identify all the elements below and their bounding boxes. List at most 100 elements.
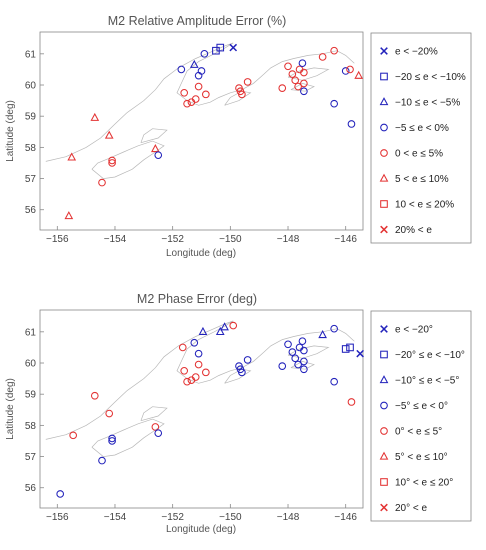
phase-data-point <box>288 348 297 356</box>
phase-data-point <box>154 429 163 437</box>
amplitude-y-tick-label: 60 <box>25 81 37 92</box>
phase-data-point <box>194 349 203 358</box>
amplitude-data-point <box>243 78 252 86</box>
phase-x-tick-label: −146 <box>334 512 357 523</box>
amplitude-data-point <box>300 68 308 77</box>
amplitude-data-point <box>64 211 74 220</box>
phase-coastline-segment <box>45 320 355 440</box>
amplitude-data-point <box>200 50 209 58</box>
amplitude-coastline-segment <box>140 128 168 144</box>
amplitude-data-point <box>354 70 364 79</box>
phase-legend-label: e < −20° <box>395 325 433 336</box>
phase-coastline-segment <box>140 406 168 422</box>
amplitude-data-point <box>330 46 338 55</box>
amplitude-data-point <box>300 79 308 88</box>
phase-legend-marker <box>380 427 388 435</box>
amplitude-x-tick-label: −148 <box>277 234 300 245</box>
phase-data-point <box>194 360 203 369</box>
phase-data-point <box>298 337 307 346</box>
amplitude-x-tick-label: −146 <box>334 234 357 245</box>
amplitude-data-point <box>90 112 100 121</box>
phase-chart-title: M2 Phase Error (deg) <box>137 292 257 306</box>
phase-data-point <box>105 409 114 418</box>
phase-data-point <box>356 349 364 358</box>
amplitude-data-point <box>108 159 116 167</box>
amplitude-legend-marker <box>380 47 388 55</box>
amplitude-legend-label: 5 < e ≤ 10% <box>395 174 449 185</box>
phase-y-axis-label: Latitude (deg) <box>5 378 16 440</box>
amplitude-y-tick-label: 56 <box>25 205 37 216</box>
phase-data-point <box>284 340 292 349</box>
phase-legend-marker <box>380 478 388 486</box>
phase-data-point <box>238 368 246 377</box>
amplitude-data-point <box>197 67 206 75</box>
phase-legend-marker <box>380 325 388 333</box>
amplitude-data-point <box>229 43 238 52</box>
phase-data-point <box>294 360 302 369</box>
amplitude-data-point <box>108 156 116 165</box>
amplitude-x-tick-label: −154 <box>104 234 127 245</box>
amplitude-axis-ticks: −156 −154 −152 −150 −148 −146 56 57 58 59 60 61 <box>25 49 358 245</box>
phase-data-point <box>341 345 350 353</box>
phase-plot-frame <box>39 309 364 509</box>
phase-data-point <box>229 321 238 330</box>
phase-data-point <box>69 431 77 440</box>
amplitude-data-point <box>300 87 308 96</box>
amplitude-plot-frame <box>39 31 364 231</box>
amplitude-data-point <box>194 82 203 91</box>
phase-y-tick-label: 61 <box>25 327 37 338</box>
phase-data-point <box>191 373 200 381</box>
phase-y-tick-label: 57 <box>25 452 37 463</box>
phase-y-tick-label: 59 <box>25 390 37 401</box>
phase-legend-label: 0° < e ≤ 5° <box>395 427 442 438</box>
phase-legend-label: −10° ≤ e < −5° <box>395 376 459 387</box>
phase-legend-label: 5° < e ≤ 10° <box>395 452 448 463</box>
phase-legend: e < −20° −20° ≤ e < −10° −10° ≤ e < −5° −5°… <box>379 325 465 514</box>
amplitude-data-point <box>288 70 297 78</box>
phase-data-point <box>291 354 300 363</box>
amplitude-markers <box>64 43 364 220</box>
phase-data-point <box>90 391 99 400</box>
phase-data-point <box>330 377 338 386</box>
phase-legend-label: 20° < e <box>395 503 428 514</box>
phase-data-point <box>215 326 225 335</box>
amplitude-data-point <box>183 99 191 108</box>
amplitude-y-axis-label: Latitude (deg) <box>5 100 16 162</box>
phase-y-tick-label: 60 <box>25 359 37 370</box>
phase-data-point <box>243 356 252 364</box>
phase-data-point <box>300 357 308 366</box>
phase-x-tick-label: −154 <box>104 512 127 523</box>
phase-data-point <box>346 343 354 352</box>
amplitude-data-point <box>216 43 225 52</box>
amplitude-legend-label: −20 ≤ e < −10% <box>395 72 466 83</box>
phase-x-tick-label: −148 <box>277 512 300 523</box>
phase-data-point <box>151 423 160 431</box>
phase-data-point <box>300 365 308 374</box>
amplitude-data-point <box>104 130 114 139</box>
phase-data-point <box>178 343 187 352</box>
amplitude-y-tick-label: 59 <box>25 112 37 123</box>
phase-legend-label: −20° ≤ e < −10° <box>395 350 465 361</box>
amplitude-data-point <box>189 59 199 68</box>
phase-markers <box>56 321 364 498</box>
amplitude-data-point <box>294 82 302 91</box>
phase-data-point <box>56 490 65 498</box>
amplitude-y-tick-label: 61 <box>25 49 37 60</box>
amplitude-data-point <box>191 95 200 103</box>
amplitude-y-tick-label: 58 <box>25 143 37 154</box>
amplitude-legend-label: 10 < e ≤ 20% <box>395 200 454 211</box>
amplitude-legend-label: −10 ≤ e < −5% <box>395 98 460 109</box>
phase-data-point <box>220 322 229 331</box>
phase-legend-marker <box>380 503 388 512</box>
amplitude-coastline-segment <box>45 42 355 162</box>
amplitude-y-tick-label: 57 <box>25 174 37 185</box>
phase-legend-marker <box>379 375 389 384</box>
amplitude-legend-marker <box>380 149 388 157</box>
amplitude-data-point <box>341 67 350 75</box>
amplitude-x-tick-label: −150 <box>219 234 242 245</box>
phase-data-point <box>183 377 191 386</box>
amplitude-coastline-segment <box>224 90 252 106</box>
phase-y-tick-label: 56 <box>25 483 37 494</box>
phase-legend-label: 10° < e ≤ 20° <box>395 478 453 489</box>
